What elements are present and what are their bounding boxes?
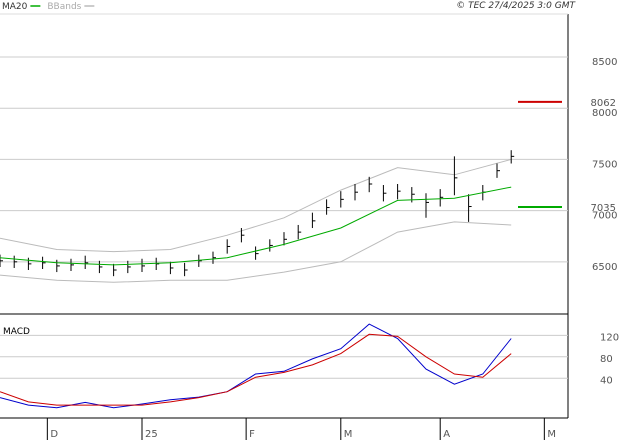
y-tick-label: 7000 xyxy=(592,211,617,222)
x-tick-label: A xyxy=(443,429,450,440)
y-tick-label: 120 xyxy=(600,332,619,343)
x-tick-label: F xyxy=(249,429,255,440)
macd-line xyxy=(0,323,512,409)
ma20-line xyxy=(0,186,512,266)
y-tick-label: 8000 xyxy=(592,108,617,119)
bband-upper xyxy=(0,158,512,253)
y-tick-label: 6500 xyxy=(592,262,617,273)
level-label: 8062 xyxy=(591,98,616,109)
macd-title: MACD xyxy=(3,327,30,337)
level-label: 7035 xyxy=(591,203,616,214)
copyright: © TEC 27/4/2025 3:0 GMT xyxy=(456,1,576,11)
bband-lower xyxy=(0,221,512,283)
x-tick-label: M xyxy=(344,429,353,440)
y-tick-label: 7500 xyxy=(592,159,617,170)
legend-label: MA20 xyxy=(2,2,28,12)
y-tick-label: 40 xyxy=(600,375,613,386)
x-tick-label: D xyxy=(50,429,58,440)
x-tick-label: M xyxy=(547,429,556,440)
y-tick-label: 80 xyxy=(600,354,613,365)
x-tick-label: 25 xyxy=(145,429,158,440)
legend-label: BBands xyxy=(47,2,81,12)
macd-line xyxy=(0,333,512,406)
y-tick-label: 8500 xyxy=(592,57,617,68)
